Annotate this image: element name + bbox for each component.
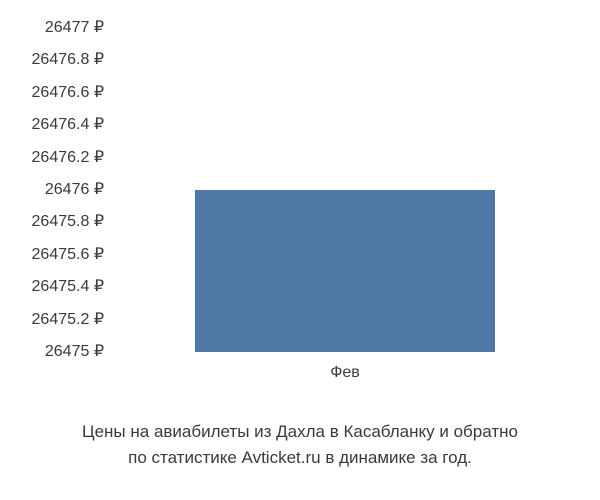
y-tick: 26476.2 ₽	[10, 150, 110, 166]
x-tick: Фев	[330, 364, 360, 382]
y-tick: 26475.4 ₽	[10, 279, 110, 295]
caption-line2: по статистике Avticket.ru в динамике за …	[128, 448, 472, 467]
y-tick: 26475.2 ₽	[10, 312, 110, 328]
bar	[195, 190, 496, 352]
y-tick: 26476.6 ₽	[10, 85, 110, 101]
y-tick: 26475.6 ₽	[10, 247, 110, 263]
y-axis: 26477 ₽ 26476.8 ₽ 26476.6 ₽ 26476.4 ₽ 26…	[10, 20, 110, 360]
y-tick: 26475 ₽	[10, 344, 110, 360]
x-axis: Фев	[110, 360, 580, 390]
y-tick: 26475.8 ₽	[10, 214, 110, 230]
caption-line1: Цены на авиабилеты из Дахла в Касабланку…	[82, 422, 518, 441]
y-tick: 26476 ₽	[10, 182, 110, 198]
chart-caption: Цены на авиабилеты из Дахла в Касабланку…	[0, 419, 600, 470]
chart-container: 26477 ₽ 26476.8 ₽ 26476.6 ₽ 26476.4 ₽ 26…	[10, 20, 580, 390]
y-tick: 26476.8 ₽	[10, 52, 110, 68]
y-tick: 26477 ₽	[10, 20, 110, 36]
y-tick: 26476.4 ₽	[10, 117, 110, 133]
plot-area	[110, 28, 580, 352]
